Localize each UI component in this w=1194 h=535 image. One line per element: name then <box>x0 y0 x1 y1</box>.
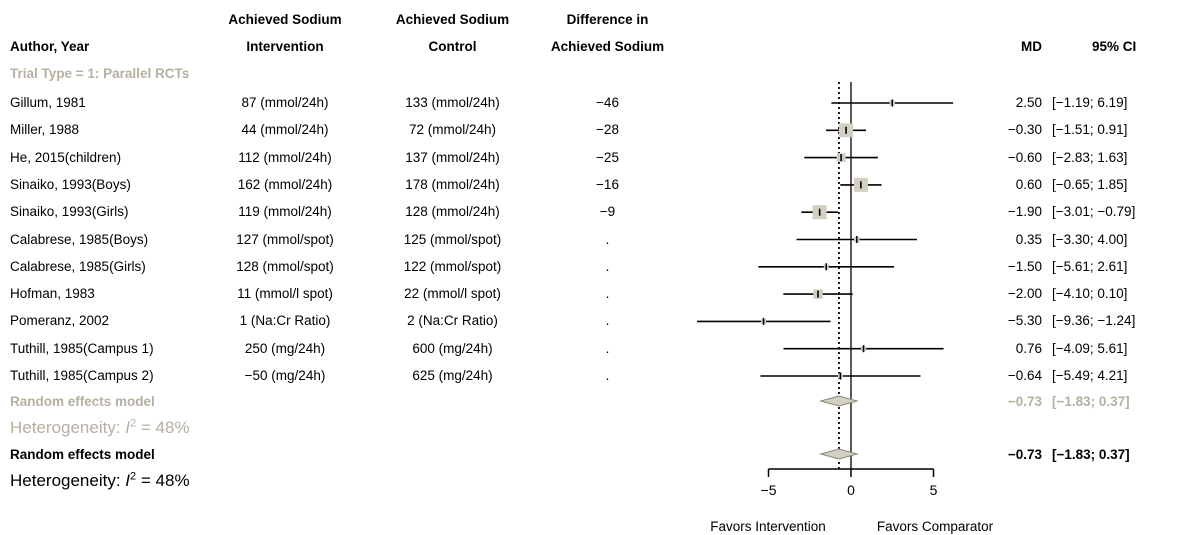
study-control: 122 (mmol/spot) <box>403 259 502 274</box>
header-difference-line1: Difference in <box>566 12 649 27</box>
study-control: 178 (mmol/24h) <box>405 177 500 192</box>
study-md: −0.64 <box>1007 368 1042 383</box>
subgroup-label: Trial Type = 1: Parallel RCTs <box>10 66 190 81</box>
overall-model-ci: [−1.83; 0.37] <box>1052 447 1130 462</box>
study-control: 22 (mmol/l spot) <box>404 286 501 301</box>
study-author: Tuthill, 1985(Campus 1) <box>10 341 154 356</box>
study-intervention: 250 (mg/24h) <box>244 341 326 356</box>
study-difference: −28 <box>596 122 619 137</box>
study-difference: . <box>605 259 610 274</box>
study-md: 0.76 <box>1015 341 1042 356</box>
study-control: 125 (mmol/spot) <box>403 232 502 247</box>
x-axis-tick-label: 5 <box>930 482 938 498</box>
header-difference-line2: Achieved Sodium <box>550 39 665 54</box>
study-control: 72 (mmol/24h) <box>408 122 497 137</box>
overall-model-label: Random effects model <box>10 447 155 462</box>
study-author: He, 2015(children) <box>10 150 122 165</box>
study-md: −2.00 <box>1007 286 1042 301</box>
study-intervention: 44 (mmol/24h) <box>241 122 329 137</box>
study-control: 133 (mmol/24h) <box>405 95 500 110</box>
study-md: −1.50 <box>1007 259 1042 274</box>
study-control: 128 (mmol/24h) <box>405 204 500 219</box>
header-intervention-line2: Intervention <box>246 39 324 54</box>
study-author: Miller, 1988 <box>10 122 80 137</box>
study-ci: [−5.49; 4.21] <box>1052 368 1128 383</box>
study-author: Gillum, 1981 <box>10 95 86 110</box>
header-ci: 95% CI <box>1092 39 1137 54</box>
study-ci: [−1.51; 0.91] <box>1052 122 1128 137</box>
study-author: Sinaiko, 1993(Boys) <box>10 177 131 192</box>
study-author: Calabrese, 1985(Boys) <box>10 232 149 247</box>
favors-comparator-label: Favors Comparator <box>877 519 994 534</box>
overall-model-md: −0.73 <box>1007 447 1042 462</box>
header-control-line1: Achieved Sodium <box>395 12 510 27</box>
study-ci: [−3.30; 4.00] <box>1052 232 1128 247</box>
header-author: Author, Year <box>10 39 90 54</box>
pooled-diamond <box>818 448 859 460</box>
study-author: Hofman, 1983 <box>10 286 95 301</box>
study-intervention: 87 (mmol/24h) <box>241 95 329 110</box>
study-md: 2.50 <box>1015 95 1042 110</box>
study-author: Calabrese, 1985(Girls) <box>10 259 146 274</box>
study-ci: [−2.83; 1.63] <box>1052 150 1128 165</box>
study-md: −0.30 <box>1007 122 1042 137</box>
study-control: 137 (mmol/24h) <box>405 150 500 165</box>
study-ci: [−4.09; 5.61] <box>1052 341 1128 356</box>
favors-intervention-label: Favors Intervention <box>710 519 826 534</box>
x-axis-tick-label: −5 <box>761 482 777 498</box>
study-difference: −25 <box>596 150 619 165</box>
header-md: MD <box>1021 39 1042 54</box>
study-difference: −16 <box>596 177 619 192</box>
study-difference: . <box>605 313 610 328</box>
study-intervention: 127 (mmol/spot) <box>236 232 334 247</box>
study-author: Sinaiko, 1993(Girls) <box>10 204 129 219</box>
study-control: 625 (mg/24h) <box>412 368 493 383</box>
study-difference: . <box>605 286 610 301</box>
study-intervention: −50 (mg/24h) <box>244 368 326 383</box>
study-md: −0.60 <box>1007 150 1042 165</box>
study-intervention: 112 (mmol/24h) <box>238 150 332 165</box>
study-author: Tuthill, 1985(Campus 2) <box>10 368 154 383</box>
subgroup-model-label: Random effects model <box>10 394 155 409</box>
study-intervention: 1 (Na:Cr Ratio) <box>239 313 331 328</box>
subgroup-heterogeneity: Heterogeneity: I2 = 48% <box>10 417 190 437</box>
study-intervention: 162 (mmol/24h) <box>237 177 333 192</box>
study-author: Pomeranz, 2002 <box>10 313 110 328</box>
study-md: −1.90 <box>1007 204 1042 219</box>
overall-heterogeneity: Heterogeneity: I2 = 48% <box>10 470 190 490</box>
study-difference: −46 <box>596 95 619 110</box>
study-difference: . <box>605 232 610 247</box>
study-difference: . <box>605 341 610 356</box>
study-ci: [−9.36; −1.24] <box>1052 313 1136 328</box>
study-intervention: 119 (mmol/24h) <box>238 204 332 219</box>
study-ci: [−4.10; 0.10] <box>1052 286 1128 301</box>
study-ci: [−5.61; 2.61] <box>1052 259 1128 274</box>
study-control: 2 (Na:Cr Ratio) <box>407 313 498 328</box>
subgroup-model-ci: [−1.83; 0.37] <box>1052 394 1130 409</box>
x-axis-tick-label: 0 <box>847 482 855 498</box>
study-intervention: 11 (mmol/l spot) <box>237 286 333 301</box>
pooled-diamond <box>818 395 859 407</box>
subgroup-model-md: −0.73 <box>1007 394 1042 409</box>
study-ci: [−0.65; 1.85] <box>1052 177 1128 192</box>
study-md: 0.35 <box>1015 232 1042 247</box>
header-control-line2: Control <box>428 39 477 54</box>
study-control: 600 (mg/24h) <box>412 341 493 356</box>
study-ci: [−3.01; −0.79] <box>1052 204 1136 219</box>
header-intervention-line1: Achieved Sodium <box>228 12 342 27</box>
study-md: −5.30 <box>1007 313 1042 328</box>
study-intervention: 128 (mmol/spot) <box>236 259 334 274</box>
study-difference: −9 <box>599 204 616 219</box>
study-md: 0.60 <box>1015 177 1042 192</box>
study-difference: . <box>605 368 610 383</box>
study-ci: [−1.19; 6.19] <box>1052 95 1128 110</box>
